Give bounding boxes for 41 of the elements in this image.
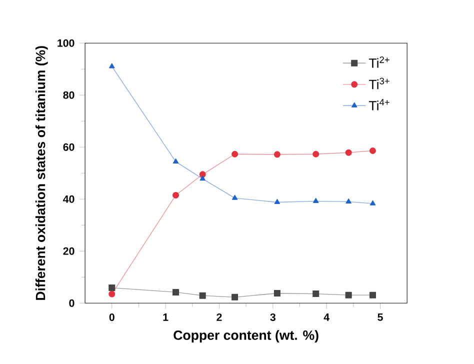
x-axis-title: Copper content (wt. %) (174, 330, 318, 343)
point (312, 290, 320, 298)
y-tick-label: 0 (69, 299, 74, 307)
point (312, 150, 320, 158)
point (109, 63, 115, 68)
x-tick-label: 0 (109, 314, 114, 322)
y-tick-label: 20 (63, 247, 74, 255)
point (200, 176, 206, 181)
point (199, 292, 206, 299)
point (108, 290, 116, 298)
point (108, 284, 116, 292)
point (274, 151, 280, 158)
y-tick-label: 60 (63, 143, 74, 151)
point (232, 294, 238, 300)
point (172, 158, 179, 164)
x-tick-label: 2 (216, 314, 222, 321)
legend-label: Ti$^{4+}$ (368, 99, 390, 110)
point (369, 292, 376, 298)
x-tick-label: 4 (324, 314, 330, 321)
point (312, 198, 319, 203)
legend-label: Ti$^{3+}$ (368, 78, 390, 90)
legend-label: Ti$^{2+}$ (368, 56, 390, 68)
x-tick-label: 5 (378, 314, 383, 321)
point (172, 288, 180, 296)
point (172, 192, 180, 198)
point (199, 171, 206, 178)
y-tick-label: 100 (58, 39, 74, 47)
point (274, 290, 280, 297)
y-axis-title: Different oxidation states of titanium (%) (35, 46, 48, 300)
point (232, 150, 238, 158)
point (369, 147, 376, 154)
x-tick-label: 1 (163, 314, 168, 321)
y-tick-label: 40 (63, 195, 74, 203)
point (345, 149, 352, 156)
point (274, 198, 280, 204)
point (346, 198, 352, 204)
point (345, 292, 352, 298)
y-tick-label: 80 (63, 91, 74, 99)
point (232, 194, 238, 200)
point (370, 200, 376, 206)
x-tick-label: 3 (270, 314, 276, 322)
